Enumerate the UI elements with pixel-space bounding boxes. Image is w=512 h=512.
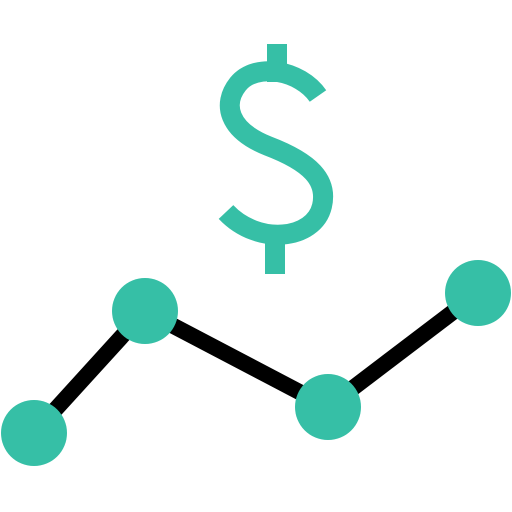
dollar-s-curve	[218, 61, 334, 245]
trend-point	[295, 374, 361, 440]
trend-point	[112, 278, 178, 344]
trend-point	[445, 260, 511, 326]
trend-segment-2	[141, 303, 332, 415]
trend-point	[1, 400, 67, 466]
dollar-sign-icon	[218, 44, 334, 274]
line-trend-icon	[1, 260, 511, 466]
